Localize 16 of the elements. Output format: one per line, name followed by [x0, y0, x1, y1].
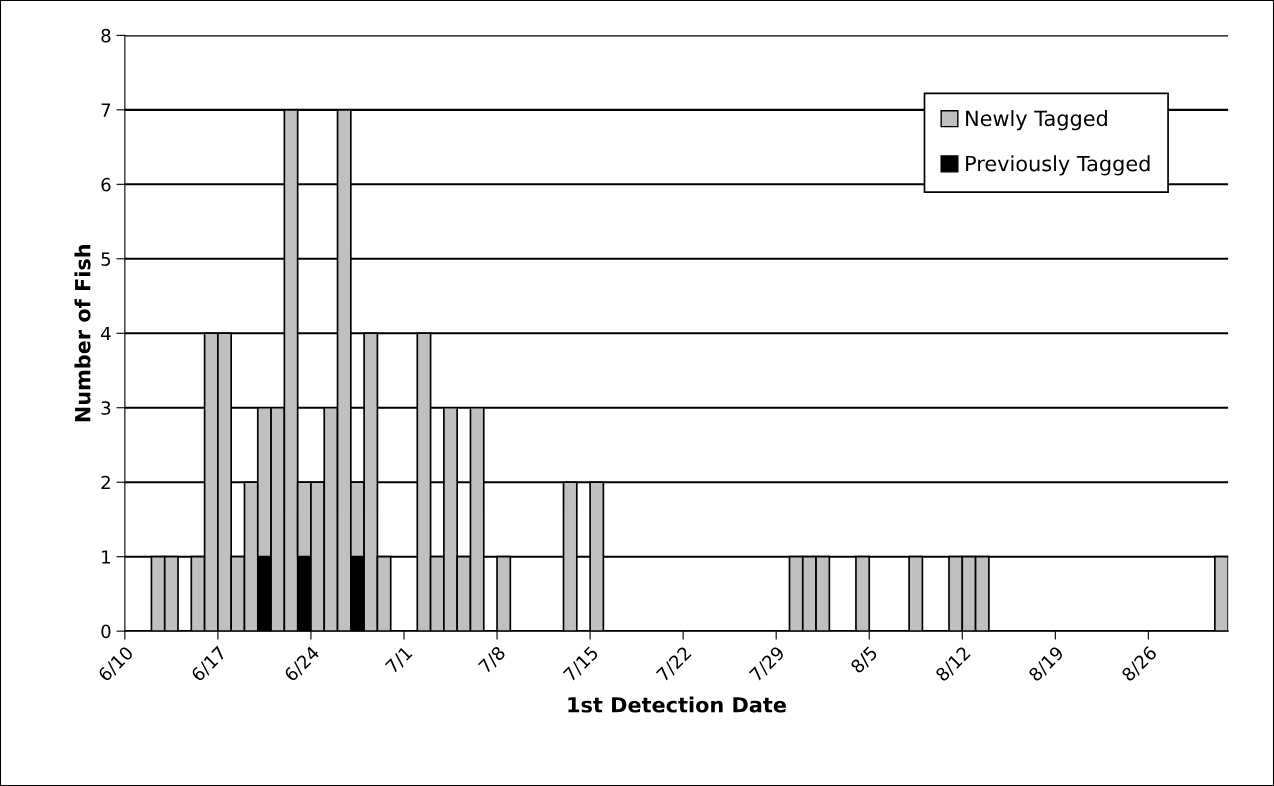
x-tick-label: 7/8: [477, 645, 508, 675]
x-tick-label: 8/5: [849, 645, 880, 675]
y-tick-label: 2: [101, 475, 110, 490]
y-tick-label: 1: [102, 550, 110, 564]
y-tick-label: 7: [101, 103, 111, 117]
y-tick-label: 0: [101, 624, 111, 639]
y-axis-title: Number of Fish: [74, 245, 91, 422]
y-tick-label: 3: [101, 401, 111, 415]
y-tick-label: 4: [101, 326, 111, 341]
y-tick-label: 8: [101, 28, 111, 43]
legend-label: Newly Tagged: [966, 110, 1107, 131]
x-tick-label: 7/1: [384, 645, 414, 675]
legend-label: Previously Tagged: [966, 155, 1150, 176]
y-tick-label: 5: [101, 252, 111, 266]
y-tick-label: 6: [101, 177, 111, 192]
x-axis-title: 1st Detection Date: [568, 696, 786, 713]
